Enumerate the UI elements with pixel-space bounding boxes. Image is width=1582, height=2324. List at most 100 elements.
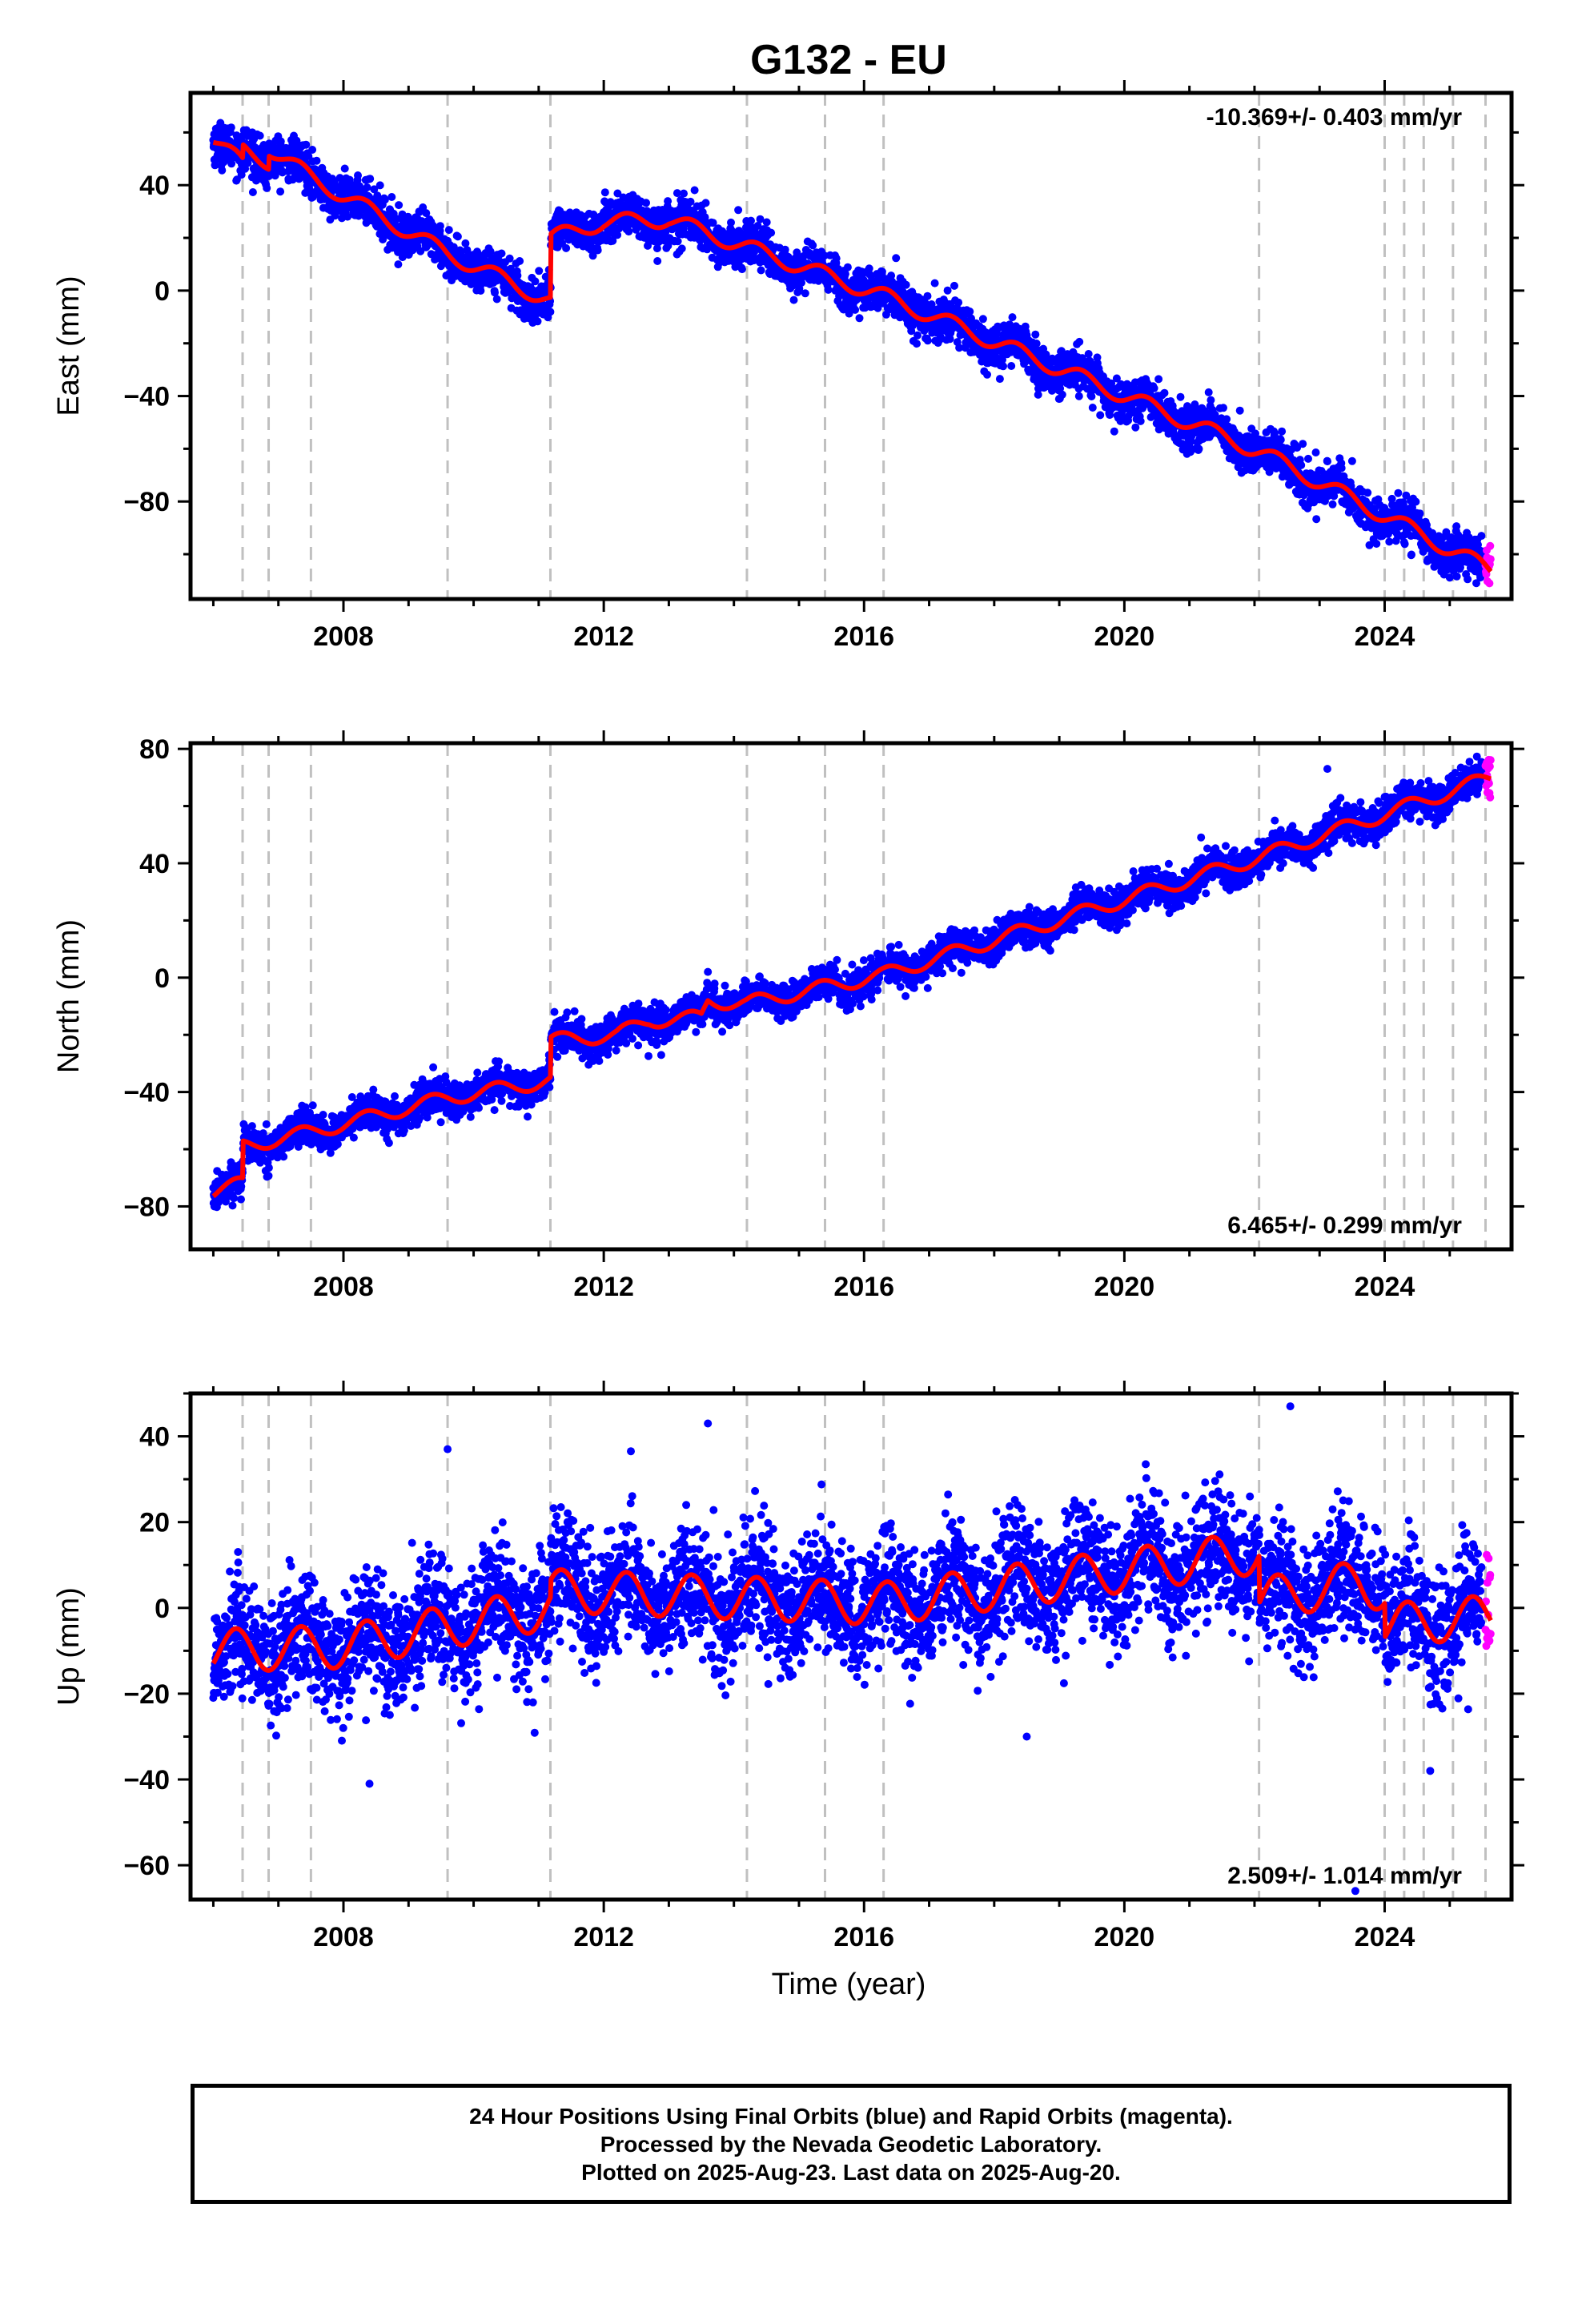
east-data-point xyxy=(701,199,710,207)
east-data-point xyxy=(263,183,271,192)
east-data-point xyxy=(1007,362,1016,370)
east-data-point xyxy=(492,295,501,304)
north-plot-area xyxy=(209,743,1495,1249)
east-data-point xyxy=(370,185,379,194)
east-data-point xyxy=(1008,313,1017,322)
east-data-point xyxy=(1150,384,1158,392)
east-data-point xyxy=(422,209,431,218)
east-data-point xyxy=(1311,448,1320,456)
east-data-point xyxy=(1385,537,1394,546)
east-data-point xyxy=(227,159,236,168)
east-data-point xyxy=(255,131,264,140)
east-data-point xyxy=(1328,500,1337,509)
east-data-point xyxy=(613,231,622,239)
east-data-point xyxy=(619,193,628,202)
east-data-point xyxy=(913,331,921,340)
east-data-point xyxy=(832,254,841,263)
east-data-point xyxy=(653,257,662,265)
east-data-point xyxy=(340,164,349,173)
north-final-points xyxy=(209,752,1487,1212)
east-data-point xyxy=(491,288,499,297)
east-data-point xyxy=(1415,509,1424,518)
east-data-point xyxy=(809,241,817,250)
east-data-point xyxy=(379,235,387,243)
east-data-point xyxy=(302,140,311,149)
north-data-point xyxy=(237,1195,245,1204)
east-data-point xyxy=(1176,392,1185,401)
east-data-point xyxy=(781,245,789,254)
east-data-point xyxy=(312,156,321,165)
east-rate-label: -10.369+/- 0.403 mm/yr xyxy=(1207,104,1463,131)
east-y-tick-label: −40 xyxy=(123,382,170,412)
east-data-point xyxy=(1096,411,1105,420)
east-data-point xyxy=(453,232,462,241)
east-data-point xyxy=(533,317,542,326)
east-data-point xyxy=(1299,440,1307,448)
east-data-point xyxy=(673,237,682,246)
east-x-tick-label: 2024 xyxy=(1355,621,1415,652)
east-data-point xyxy=(1131,423,1140,432)
east-frame xyxy=(188,90,1514,601)
east-data-point xyxy=(375,181,384,190)
east-data-point xyxy=(624,227,633,236)
east-y-axis-label: East (mm) xyxy=(52,275,86,416)
east-data-point xyxy=(562,243,571,252)
east-data-point xyxy=(1464,575,1472,584)
east-data-point xyxy=(394,260,403,269)
east-data-point xyxy=(747,216,755,225)
east-data-point xyxy=(851,305,860,314)
east-data-point xyxy=(855,314,864,323)
east-data-point xyxy=(1207,396,1215,404)
east-data-point xyxy=(1400,540,1409,549)
east-data-point xyxy=(497,249,506,258)
east-data-point xyxy=(1411,497,1420,506)
east-data-point xyxy=(1312,515,1321,524)
east-data-point xyxy=(680,189,688,198)
east-data-point xyxy=(218,166,227,175)
east-data-point xyxy=(311,165,320,174)
north-data-point xyxy=(228,1201,237,1210)
east-data-point xyxy=(546,308,555,316)
east-data-point xyxy=(1394,489,1403,497)
east-data-point xyxy=(444,226,453,235)
east-x-tick-label: 2012 xyxy=(573,621,634,652)
east-data-point xyxy=(1074,392,1083,400)
east-rapid-point xyxy=(1485,579,1494,588)
east-data-point xyxy=(1297,460,1306,469)
east-x-tick-label: 2020 xyxy=(1094,621,1155,652)
east-data-point xyxy=(211,161,219,170)
east-data-point xyxy=(930,279,939,287)
east-data-point xyxy=(1032,340,1041,348)
east-data-point xyxy=(476,287,485,295)
east-data-point xyxy=(449,243,458,251)
east-data-point xyxy=(613,189,622,198)
east-data-point xyxy=(793,248,801,257)
east-data-point xyxy=(1235,406,1244,415)
east-data-point xyxy=(1219,404,1227,412)
east-data-point xyxy=(1452,522,1461,531)
east-data-point xyxy=(248,188,257,196)
east-data-point xyxy=(343,212,352,221)
east-data-point xyxy=(1276,436,1285,444)
east-data-point xyxy=(843,263,852,271)
east-data-point xyxy=(1136,416,1145,425)
east-rapid-point xyxy=(1486,555,1495,564)
east-data-point xyxy=(588,251,597,260)
east-data-point xyxy=(1110,427,1118,436)
north-data-point xyxy=(230,1194,239,1203)
east-y-tick-label: 0 xyxy=(155,276,170,307)
east-data-point xyxy=(1088,404,1097,412)
east-data-point xyxy=(1058,390,1066,399)
chart-title: G132 - EU xyxy=(750,37,947,83)
east-data-point xyxy=(737,265,746,274)
east-data-point xyxy=(1477,532,1486,541)
east-final-points xyxy=(209,119,1487,588)
east-data-point xyxy=(1075,337,1084,346)
east-model-line xyxy=(211,139,1493,573)
east-data-point xyxy=(1304,454,1312,463)
east-data-point xyxy=(901,280,910,289)
east-data-point xyxy=(677,244,686,253)
east-data-point xyxy=(767,228,776,237)
